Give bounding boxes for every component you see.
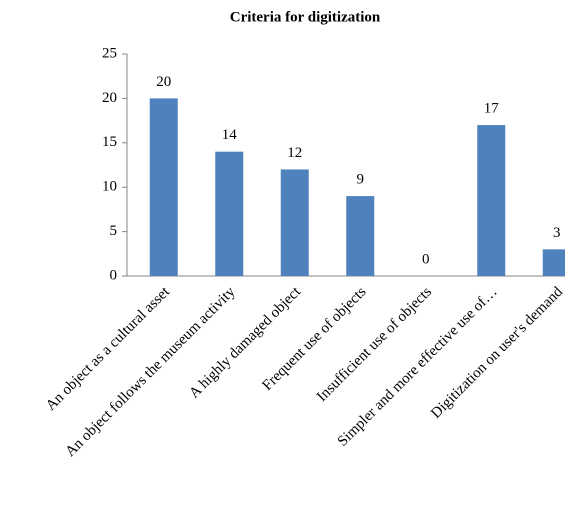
x-tick-label: Insufficient use of objects: [314, 284, 435, 405]
y-tick-label: 15: [102, 134, 117, 150]
data-label: 0: [422, 251, 430, 267]
x-tick-label: Digitization on user's demand: [428, 284, 565, 422]
y-tick-label: 5: [110, 223, 118, 239]
data-label: 20: [156, 74, 171, 90]
bar: [542, 249, 565, 276]
data-label: 17: [484, 100, 500, 116]
data-label: 12: [287, 145, 302, 161]
y-tick-label: 25: [102, 45, 117, 61]
bar: [346, 196, 375, 276]
y-tick-label: 20: [102, 90, 117, 106]
bar: [215, 151, 244, 276]
chart-title: Criteria for digitization: [230, 9, 381, 25]
data-label: 3: [553, 225, 561, 241]
data-label: 9: [357, 172, 365, 188]
y-tick-label: 0: [110, 267, 118, 283]
y-tick-label: 10: [102, 179, 117, 195]
data-label: 14: [222, 127, 238, 143]
x-tick-label: A highly damaged object: [186, 283, 304, 401]
x-tick-label: An object as a cultural asset: [43, 283, 174, 414]
bar: [280, 169, 309, 276]
bar: [149, 98, 178, 277]
bar: [477, 125, 506, 276]
